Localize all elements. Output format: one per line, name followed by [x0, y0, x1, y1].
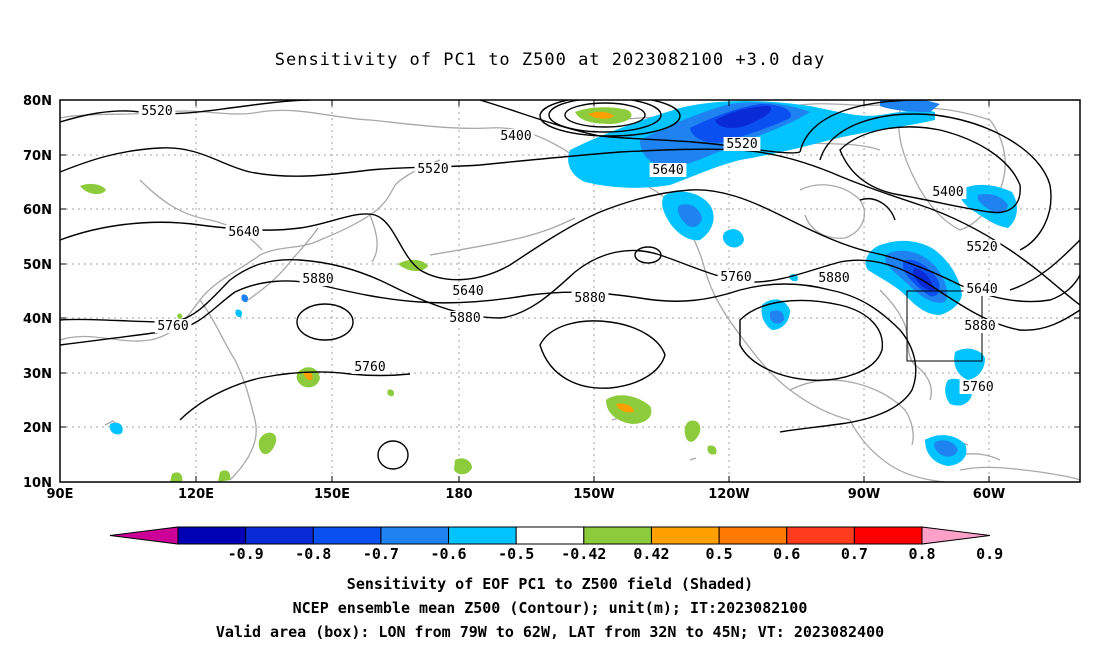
contour-label: 5640 — [963, 282, 1001, 297]
contour-label: 5400 — [497, 129, 535, 144]
colorbar-label: -0.6 — [430, 545, 466, 563]
svg-text:5760: 5760 — [157, 319, 188, 334]
svg-text:5880: 5880 — [574, 291, 605, 306]
svg-text:5880: 5880 — [302, 272, 333, 287]
caption-line-3: Valid area (box): LON from 79W to 62W, L… — [215, 623, 885, 641]
lon-label: 90W — [848, 487, 880, 502]
grid-lines — [60, 100, 1080, 482]
lon-label: 90E — [47, 487, 74, 502]
svg-text:5520: 5520 — [966, 240, 997, 255]
svg-text:5760: 5760 — [720, 270, 751, 285]
colorbar-swatch — [718, 526, 788, 545]
svg-text:5880: 5880 — [449, 311, 480, 326]
colorbar-swatch — [448, 526, 517, 545]
contour-label: 5760 — [959, 380, 997, 395]
colorbar-swatch — [583, 526, 652, 545]
colorbar-swatch — [650, 526, 720, 545]
colorbar-label: 0.6 — [773, 545, 800, 563]
z500-contours — [60, 100, 1080, 470]
colorbar-labels: -0.9 -0.8 -0.7 -0.6 -0.5 -0.42 0.42 0.5 0.6 0.7 0.… — [228, 545, 1004, 563]
colorbar-label: 0.7 — [841, 545, 868, 563]
colorbar-label: 0.42 — [633, 545, 669, 563]
svg-text:5520: 5520 — [141, 104, 172, 119]
contour-label: 5880 — [446, 311, 484, 326]
svg-text:5880: 5880 — [818, 271, 849, 286]
map-frame — [59, 99, 1081, 483]
colorbar-swatch — [312, 526, 382, 545]
lat-label: 10N — [23, 476, 52, 491]
svg-text:5640: 5640 — [966, 282, 997, 297]
contour-label: 5400 — [929, 185, 967, 200]
svg-text:5520: 5520 — [726, 137, 757, 152]
contour-label: 5760 — [351, 360, 389, 375]
colorbar-min-triangle — [109, 526, 179, 545]
contour-label: 5640 — [225, 225, 263, 240]
contour-label: 5640 — [449, 284, 487, 299]
caption-line-1: Sensitivity of EOF PC1 to Z500 field (Sh… — [346, 575, 754, 593]
lat-label: 50N — [23, 258, 52, 273]
colorbar-label: 0.5 — [706, 545, 733, 563]
contour-label: 5880 — [299, 272, 337, 287]
svg-text:5880: 5880 — [964, 319, 995, 334]
contour-label: 5520 — [963, 240, 1001, 255]
colorbar-label: -0.7 — [363, 545, 399, 563]
colorbar-label: -0.5 — [498, 545, 534, 563]
contour-label: 5520 — [414, 162, 452, 177]
colorbar-label: -0.42 — [561, 545, 606, 563]
colorbar-label: 0.8 — [908, 545, 935, 563]
colorbar-swatch — [786, 526, 855, 545]
lat-label: 20N — [23, 421, 52, 436]
lon-label: 60W — [973, 487, 1005, 502]
map-title: Sensitivity of PC1 to Z500 at 2023082100… — [274, 50, 826, 70]
colorbar-swatch — [177, 526, 247, 545]
lat-axis-labels: 80N 70N 60N 50N 40N 30N 20N 10N — [23, 94, 52, 491]
colorbar-max-triangle — [921, 526, 991, 545]
contour-label: 5640 — [649, 163, 687, 178]
svg-text:5640: 5640 — [452, 284, 483, 299]
colorbar-swatch — [245, 526, 314, 545]
svg-text:5760: 5760 — [354, 360, 385, 375]
colorbar-swatch — [515, 526, 585, 545]
lon-label: 150W — [573, 487, 614, 502]
lat-label: 60N — [23, 203, 52, 218]
svg-text:5640: 5640 — [228, 225, 259, 240]
lat-label: 40N — [23, 312, 52, 327]
lon-label: 120W — [708, 487, 749, 502]
contour-label: 5520 — [138, 104, 176, 119]
caption-line-2: NCEP ensemble mean Z500 (Contour); unit(… — [292, 599, 808, 617]
colorbar-swatch — [853, 526, 923, 545]
lat-label: 80N — [23, 94, 52, 109]
axis-ticks — [59, 99, 1080, 483]
contour-label: 5760 — [154, 319, 192, 334]
colorbar-label: -0.9 — [228, 545, 264, 563]
contour-label: 5880 — [961, 319, 999, 334]
contour-labels: 5520 5400 5520 5640 5520 5400 5520 5640 5880 5640… — [138, 104, 1001, 395]
contour-label: 5880 — [571, 291, 609, 306]
contour-label: 5880 — [815, 271, 853, 286]
lon-label: 150E — [314, 487, 350, 502]
colorbar-label: -0.8 — [295, 545, 331, 563]
lat-label: 30N — [23, 367, 52, 382]
svg-text:5400: 5400 — [932, 185, 963, 200]
colorbar-label: 0.9 — [976, 545, 1003, 563]
lon-label: 180 — [445, 487, 472, 502]
svg-text:5400: 5400 — [500, 129, 531, 144]
svg-text:5640: 5640 — [652, 163, 683, 178]
lon-label: 120E — [178, 487, 214, 502]
svg-text:5760: 5760 — [962, 380, 993, 395]
contour-label: 5520 — [723, 137, 761, 152]
contour-label: 5760 — [717, 270, 755, 285]
colorbar-swatch — [380, 526, 450, 545]
lon-axis-labels: 90E 120E 150E 180 150W 120W 90W 60W — [47, 487, 1006, 502]
colorbar — [109, 526, 991, 545]
svg-text:5520: 5520 — [417, 162, 448, 177]
lat-label: 70N — [23, 149, 52, 164]
